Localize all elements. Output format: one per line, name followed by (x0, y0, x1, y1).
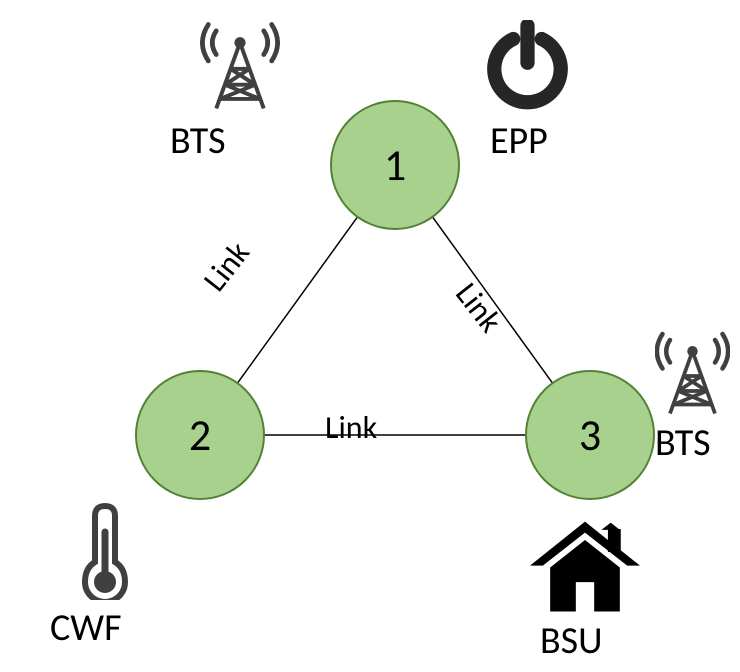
bsu-house-icon (530, 520, 640, 615)
cwf-label: CWF (50, 605, 122, 651)
bts-3-label: BTS (655, 420, 711, 466)
bsu-label: BSU (540, 618, 603, 664)
bts-1-antenna-icon (200, 15, 280, 110)
cwf-thermometer-icon (80, 500, 130, 600)
node-3: 3 (525, 370, 655, 500)
edge-label: Link (325, 408, 377, 447)
epp-label: EPP (490, 118, 548, 164)
node-1: 1 (330, 100, 460, 230)
bts-3-antenna-icon (655, 325, 730, 415)
node-label: 2 (189, 408, 211, 462)
bts-1-label: BTS (170, 118, 226, 164)
epp-power-icon (480, 20, 575, 115)
node-2: 2 (135, 370, 265, 500)
node-label: 3 (579, 408, 601, 462)
network-diagram: LinkLinkLink123 BTS (0, 0, 740, 672)
node-label: 1 (384, 138, 406, 192)
